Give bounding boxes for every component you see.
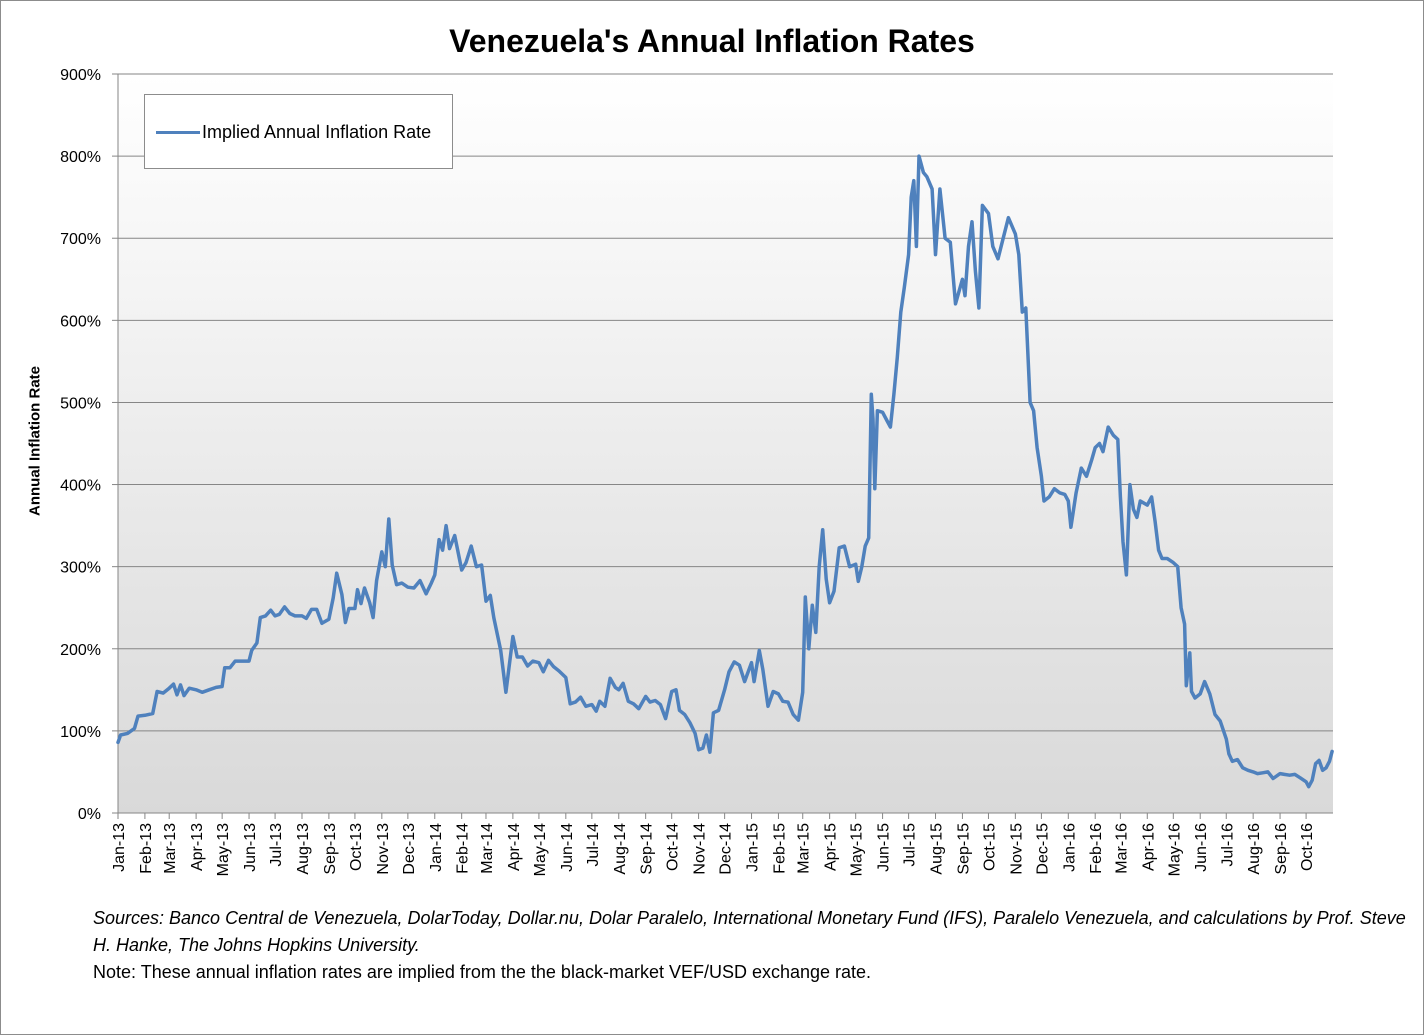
legend-swatch — [156, 131, 200, 134]
x-tick-label: Jun-15 — [876, 823, 893, 872]
y-tick-label: 800% — [60, 149, 101, 166]
x-tick-label: Mar-13 — [162, 823, 179, 874]
y-tick-label: 0% — [78, 806, 101, 823]
x-tick-label: Jun-13 — [242, 823, 259, 872]
x-tick-label: Jan-16 — [1061, 823, 1078, 872]
x-tick-label: Jun-16 — [1193, 823, 1210, 872]
y-axis-label: Annual Inflation Rate — [26, 366, 44, 516]
x-tick-label: Jul-13 — [268, 823, 285, 867]
y-tick-label: 700% — [60, 231, 101, 248]
x-tick-label: May-13 — [215, 823, 232, 876]
y-tick-label: 300% — [60, 560, 101, 577]
x-tick-label: Feb-16 — [1088, 823, 1105, 874]
series-line — [116, 154, 1334, 789]
x-tick-label: Feb-14 — [455, 823, 472, 874]
x-tick-label: May-14 — [532, 823, 549, 876]
x-tick-label: Oct-16 — [1299, 823, 1316, 871]
x-tick-label: Jul-16 — [1219, 823, 1236, 867]
x-tick-label: Sep-14 — [639, 823, 656, 875]
chart-title: Venezuela's Annual Inflation Rates — [449, 23, 975, 59]
x-tick-label: Nov-13 — [375, 823, 392, 875]
x-tick-label: Jan-13 — [111, 823, 128, 872]
legend: Implied Annual Inflation Rate — [144, 94, 453, 169]
x-tick-label: Mar-14 — [479, 823, 496, 874]
x-tick-label: Jan-15 — [745, 823, 762, 872]
y-tick-label: 400% — [60, 478, 101, 495]
x-tick-label: Apr-16 — [1140, 823, 1157, 871]
plot-area — [118, 74, 1333, 813]
x-tick-label: Mar-15 — [796, 823, 813, 874]
x-tick-label: Sep-16 — [1273, 823, 1290, 875]
x-tick-label: Feb-13 — [138, 823, 155, 874]
x-tick-label: Oct-15 — [981, 823, 998, 871]
x-tick-label: Oct-13 — [348, 823, 365, 871]
x-tick-label: Aug-15 — [929, 823, 946, 875]
x-tick-label: Apr-13 — [189, 823, 206, 871]
x-tick-label: Dec-15 — [1034, 823, 1051, 875]
y-tick-label: 500% — [60, 395, 101, 412]
x-tick-label: Jan-14 — [428, 823, 445, 872]
x-tick-label: May-15 — [849, 823, 866, 876]
x-tick-label: Aug-16 — [1246, 823, 1263, 875]
x-tick-label: Oct-14 — [665, 823, 682, 871]
sources-note: Sources: Banco Central de Venezuela, Dol… — [93, 908, 1406, 955]
x-tick-label: Aug-14 — [612, 823, 629, 875]
x-tick-label: Feb-15 — [771, 823, 788, 874]
x-tick-label: Jul-15 — [902, 823, 919, 867]
y-tick-label: 600% — [60, 313, 101, 330]
legend-label: Implied Annual Inflation Rate — [202, 122, 432, 142]
x-tick-label: May-16 — [1166, 823, 1183, 876]
x-tick-label: Jul-14 — [585, 823, 602, 867]
x-tick-label: Mar-16 — [1113, 823, 1130, 874]
x-tick-label: Apr-14 — [506, 823, 523, 871]
x-tick-label: Sep-13 — [322, 823, 339, 875]
y-tick-label: 200% — [60, 642, 101, 659]
y-tick-label: 100% — [60, 724, 101, 741]
y-tick-label: 900% — [60, 67, 101, 84]
chart-notes: Sources: Banco Central de Venezuela, Dol… — [93, 905, 1413, 986]
x-tick-label: Jun-14 — [559, 823, 576, 872]
x-tick-label: Apr-15 — [823, 823, 840, 871]
x-tick-label: Nov-15 — [1008, 823, 1025, 875]
x-tick-label: Nov-14 — [692, 823, 709, 875]
x-tick-label: Sep-15 — [955, 823, 972, 875]
x-tick-label: Aug-13 — [295, 823, 312, 875]
x-tick-label: Dec-14 — [718, 823, 735, 875]
x-tick-label: Dec-13 — [401, 823, 418, 875]
method-note: Note: These annual inflation rates are i… — [93, 962, 872, 982]
